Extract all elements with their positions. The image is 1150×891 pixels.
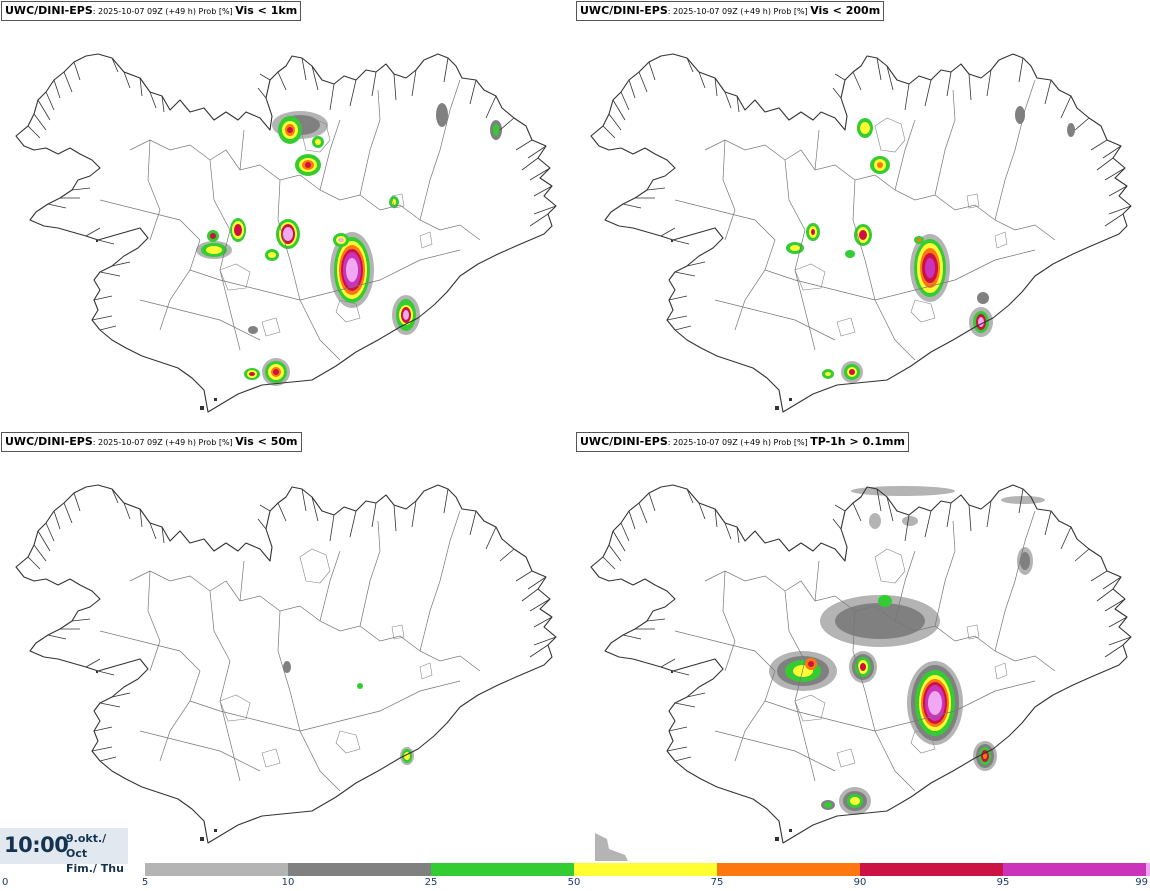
valid-time: 10:00 [4,833,69,857]
prob-blob [312,136,324,148]
panel-subtitle: : 2025-10-07 09Z (+49 h) Prob [%] [667,438,811,447]
panel-source: UWC/DINI-EPS [5,435,93,448]
prob-blob [878,595,892,607]
panel-title: UWC/DINI-EPS: 2025-10-07 09Z (+49 h) Pro… [576,432,909,452]
prob-blob [841,361,863,383]
panel-subtitle: : 2025-10-07 09Z (+49 h) Prob [%] [92,438,236,447]
panel-source: UWC/DINI-EPS [580,4,668,17]
prob-blob [1001,496,1045,504]
prob-blob [854,224,872,246]
valid-date-line2: Fim./ Thu [66,862,124,875]
panel-field: Vis < 200m [810,4,881,17]
valid-date-line1: 9.okt./ Oct [66,832,107,860]
panel-title: UWC/DINI-EPS: 2025-10-07 09Z (+49 h) Pro… [1,1,302,21]
prob-blob [821,800,835,810]
prob-blob [244,368,260,380]
panel-title: UWC/DINI-EPS: 2025-10-07 09Z (+49 h) Pro… [576,1,885,21]
legend-tick-label: 5 [141,877,149,888]
legend-bin [1003,863,1146,876]
map-vis-200m [590,53,1132,413]
prob-blob [914,236,924,244]
prob-blob [805,658,817,670]
legend-bin [288,863,431,876]
map-panel-precip: UWC/DINI-EPS: 2025-10-07 09Z (+49 h) Pro… [575,431,1150,861]
prob-blob [333,233,349,247]
map-panel-vis-200m: UWC/DINI-EPS: 2025-10-07 09Z (+49 h) Pro… [575,0,1150,430]
prob-blob [207,230,219,242]
prob-blob [845,250,855,258]
map-panel-vis-1km: UWC/DINI-EPS: 2025-10-07 09Z (+49 h) Pro… [0,0,575,430]
legend-tick-label: 0 [2,877,9,888]
legend-bin [860,863,1003,876]
panel-field: Vis < 50m [235,435,298,448]
prob-blob [1017,547,1033,575]
legend-bin [145,863,288,876]
panel-subtitle: : 2025-10-07 09Z (+49 h) Prob [%] [667,7,811,16]
legend-tick-label: 99 [1135,877,1148,888]
prob-blob [276,219,300,249]
legend-bin [1146,863,1150,876]
panel-title: UWC/DINI-EPS: 2025-10-07 09Z (+49 h) Pro… [1,432,302,452]
prob-blob [806,223,820,241]
prob-blob [357,683,363,689]
panel-source: UWC/DINI-EPS [5,4,93,17]
prob-blob [839,787,871,815]
prob-blob [820,595,940,647]
legend-tick-label: 50 [567,877,581,888]
prob-blob [857,118,873,138]
panel-subtitle: : 2025-10-07 09Z (+49 h) Prob [%] [92,7,236,16]
prob-blob [196,241,232,259]
prob-blob [330,232,374,308]
legend-tick-label: 10 [281,877,295,888]
legend-tick-label: 25 [424,877,438,888]
legend-bin [717,863,860,876]
valid-date: 9.okt./ Oct Fim./ Thu [66,831,128,876]
legend-bin [431,863,574,876]
prob-blob [265,249,279,261]
legend-tick-label: 90 [853,877,867,888]
prob-blob [869,513,881,529]
prob-blob [849,651,877,683]
prob-blob [295,154,321,176]
prob-blob [822,369,834,379]
panel-field: Vis < 1km [235,4,298,17]
prob-blob [400,747,414,765]
prob-blob [973,741,997,771]
panel-source: UWC/DINI-EPS [580,435,668,448]
prob-blob [977,292,989,304]
prob-blob [278,116,302,144]
prob-blob [969,307,993,337]
prob-blob [870,156,890,174]
prob-blob [262,358,290,386]
prob-blob [392,295,420,335]
panel-field: TP-1h > 0.1mm [810,435,905,448]
prob-blob [1067,123,1075,137]
map-panel-vis-50m: UWC/DINI-EPS: 2025-10-07 09Z (+49 h) Pro… [0,431,575,861]
prob-blob [248,326,258,334]
prob-blob [907,661,963,745]
prob-blob [595,833,628,861]
legend-bin [574,863,717,876]
prob-blob [490,120,502,140]
prob-blob [230,218,246,242]
map-precip [590,484,1132,861]
prob-blob [436,103,448,127]
prob-blob [283,661,291,673]
valid-time-box: 10:00 9.okt./ Oct Fim./ Thu [0,828,128,875]
legend-tick-label: 95 [996,877,1010,888]
probability-legend: 0 5 10 25 50 75 90 95 99 [0,863,1150,891]
prob-blob [902,516,918,526]
prob-blob [910,234,950,302]
legend-tick-label: 75 [710,877,724,888]
map-vis-1km [15,53,557,413]
map-vis-50m [15,484,557,844]
